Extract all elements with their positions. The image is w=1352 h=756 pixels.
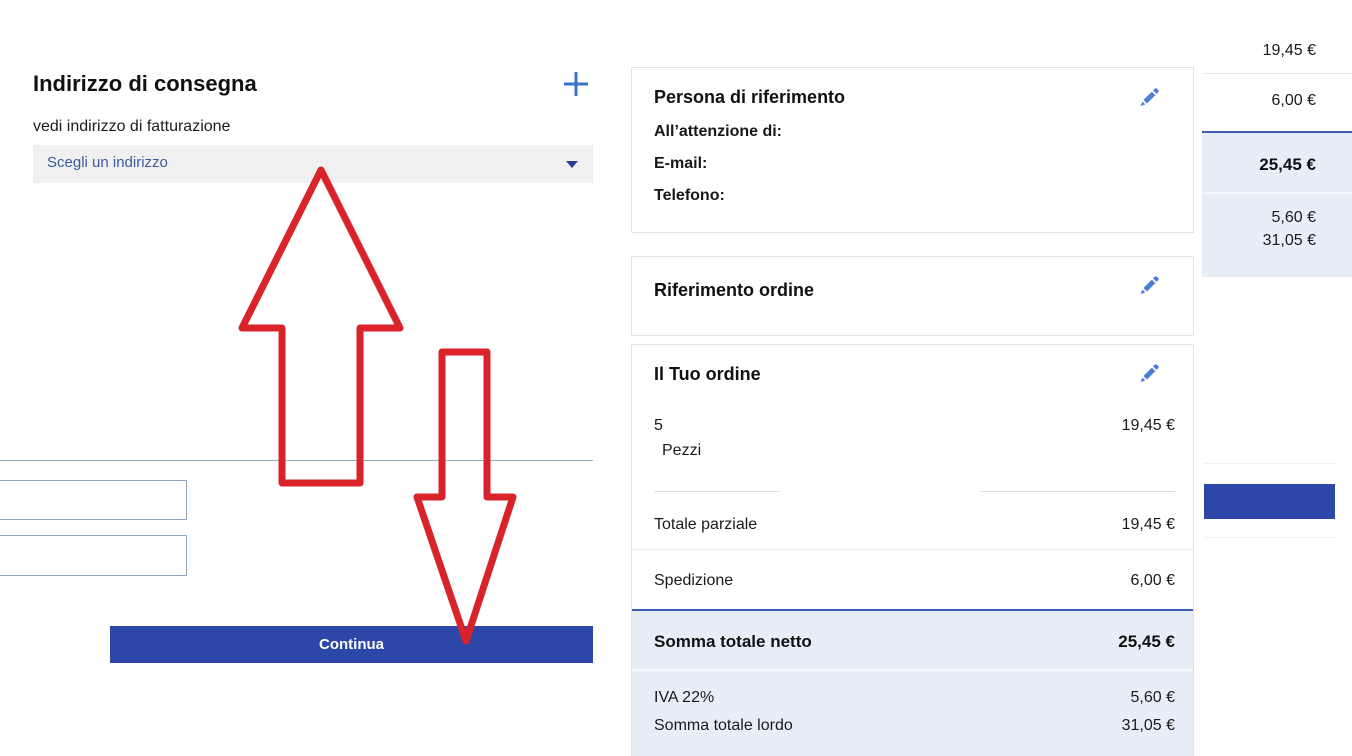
tax-section: [632, 671, 1193, 756]
caret-down-icon: [566, 161, 578, 168]
vat-label: IVA 22%: [654, 689, 715, 706]
side-total-net-value: 25,45 €: [1259, 155, 1316, 174]
side-subtotal-value: 19,45 €: [1262, 42, 1316, 59]
side-divider-top: [1204, 463, 1336, 464]
edit-reference-button[interactable]: [1134, 272, 1162, 300]
side-summary-highlight: [1202, 133, 1352, 277]
attention-of-label: All’attenzione di:: [654, 123, 782, 140]
address-dropdown-placeholder: Scegli un indirizzo: [47, 154, 168, 171]
edit-contact-button[interactable]: [1134, 84, 1162, 112]
order-card-title: Il Tuo ordine: [654, 364, 761, 384]
side-continue-button[interactable]: [1204, 484, 1335, 519]
side-summary-light-separator: [1202, 192, 1352, 194]
contact-card-title: Persona di riferimento: [654, 87, 846, 107]
item-unit: Pezzi: [662, 442, 702, 459]
shipping-value: 6,00 €: [1130, 572, 1175, 589]
pencil-icon: [1140, 364, 1159, 383]
pencil-icon: [1140, 88, 1159, 107]
total-top-border: [632, 609, 1193, 611]
item-quantity: 5: [654, 417, 663, 434]
order-summary-card: Il Tuo ordine 5 Pezzi 19,45 € Totale par…: [631, 344, 1194, 756]
side-divider-bottom: [1204, 537, 1336, 538]
row-separator: [632, 549, 1193, 550]
add-address-button[interactable]: [561, 69, 591, 99]
side-shipping-value: 6,00 €: [1271, 92, 1316, 109]
continue-button[interactable]: Continua: [110, 626, 593, 663]
edit-order-button[interactable]: [1134, 360, 1162, 388]
address-field-1[interactable]: [0, 480, 187, 520]
item-separator-right: [981, 491, 1175, 492]
total-separator: [632, 669, 1193, 671]
subtotal-value: 19,45 €: [1121, 516, 1175, 533]
item-price: 19,45 €: [1121, 417, 1175, 434]
email-label: E-mail:: [654, 155, 708, 172]
arrow-down-outline: [413, 348, 517, 645]
shipping-label: Spedizione: [654, 572, 734, 589]
item-separator-left: [654, 491, 780, 492]
vat-value: 5,60 €: [1130, 689, 1175, 706]
reference-card-title: Riferimento ordine: [654, 280, 815, 300]
subtotal-label: Totale parziale: [654, 516, 758, 533]
pencil-icon: [1140, 276, 1159, 295]
billing-address-note: vedi indirizzo di fatturazione: [33, 118, 231, 135]
phone-label: Telefono:: [654, 187, 725, 204]
total-gross-value: 31,05 €: [1121, 717, 1175, 734]
total-gross-label: Somma totale lordo: [654, 717, 793, 734]
side-vat-value: 5,60 €: [1271, 209, 1316, 226]
contact-person-card: Persona di riferimento All’attenzione di…: [631, 67, 1194, 233]
total-net-value: 25,45 €: [1118, 632, 1175, 651]
side-summary-separator: [1202, 73, 1352, 74]
arrow-up-outline: [238, 166, 404, 487]
order-reference-card: Riferimento ordine: [631, 256, 1194, 336]
side-summary-top-border: [1202, 131, 1352, 133]
side-total-gross-value: 31,05 €: [1262, 232, 1316, 249]
address-dropdown[interactable]: Scegli un indirizzo: [33, 145, 593, 183]
plus-icon: [564, 72, 588, 96]
total-net-label: Somma totale netto: [654, 632, 812, 651]
total-net-row: [632, 611, 1193, 669]
address-field-2[interactable]: [0, 535, 187, 576]
section-divider: [0, 460, 593, 461]
page-title: Indirizzo di consegna: [33, 71, 257, 96]
